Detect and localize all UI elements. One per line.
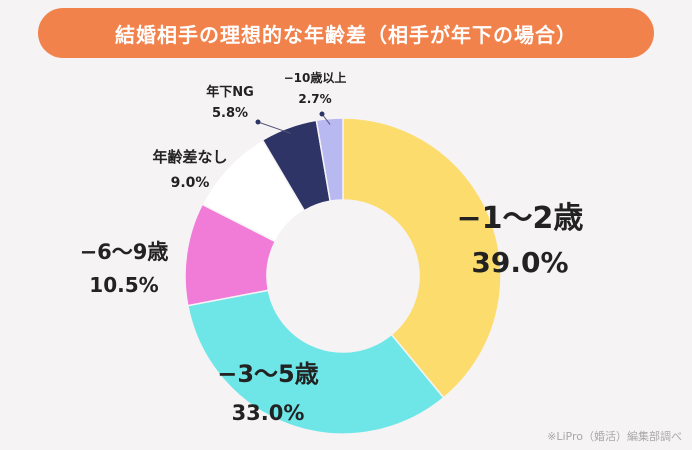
slice-1 — [186, 289, 445, 435]
slice-label-2: −6〜9歳 — [80, 240, 169, 264]
leader-lines — [255, 111, 331, 134]
leader-dot-5 — [319, 111, 325, 117]
slice-label-0: −1〜2歳 — [457, 201, 584, 236]
leader-dot-4 — [255, 119, 261, 125]
slice-labels: −1〜2歳 39.0% −3〜5歳 33.0% −6〜9歳 10.5% 年齢差なし 9.0% 年… — [80, 70, 584, 425]
slice-label-4: 年下NG — [206, 84, 254, 100]
slice-value-3: 9.0% — [171, 175, 210, 191]
slice-label-5: −10歳以上 — [284, 70, 347, 85]
source-note: ※LiPro（婚活）編集部調べ — [547, 430, 682, 443]
donut-slices — [184, 117, 502, 435]
chart-title: 結婚相手の理想的な年齢差（相手が年下の場合） — [38, 8, 654, 58]
slice-0 — [342, 117, 502, 399]
slice-value-5: 2.7% — [298, 92, 331, 106]
leader-line-4 — [257, 121, 291, 134]
slice-value-2: 10.5% — [89, 273, 158, 297]
slice-label-3: 年齢差なし — [152, 148, 227, 166]
slice-value-1: 33.0% — [232, 401, 305, 425]
slice-5 — [315, 117, 344, 202]
slice-value-0: 39.0% — [471, 246, 568, 279]
slice-label-1: −3〜5歳 — [217, 360, 319, 388]
slice-value-4: 5.8% — [212, 106, 248, 121]
